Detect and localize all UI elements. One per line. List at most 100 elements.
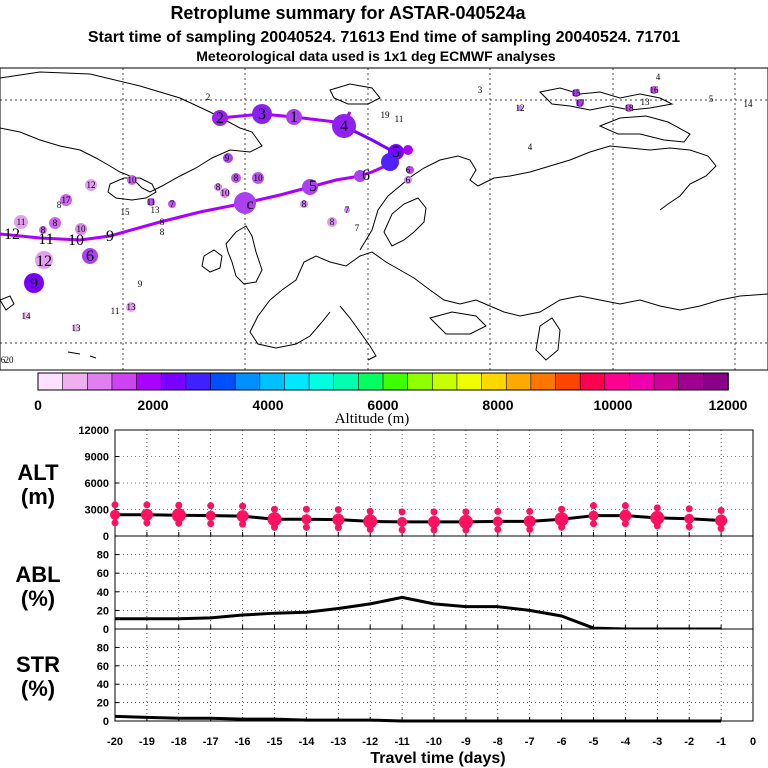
plume-day-label: 7 — [355, 223, 360, 233]
plume-track-label: c — [246, 196, 253, 213]
alt-point-lower — [143, 519, 151, 527]
plume-day-label: 20 — [5, 355, 15, 365]
map-frame — [0, 67, 768, 371]
plume-marker — [14, 215, 28, 229]
plume-day-label: 10 — [77, 224, 87, 234]
colorbar-segment — [703, 372, 729, 391]
alt-point-upper — [111, 501, 119, 509]
x-tick-label: 0 — [750, 736, 756, 748]
alt-point-lower — [207, 520, 215, 528]
colorbar-segment — [136, 372, 163, 391]
colorbar-segment — [234, 372, 261, 391]
plume-track-label: 5 — [309, 178, 317, 195]
plume-day-label: 13 — [72, 323, 82, 333]
colorbar-segment — [653, 372, 680, 391]
plume-day-label: 9 — [225, 153, 230, 163]
y-tick-label: 20 — [97, 698, 109, 710]
met-data-note: Meteorological data used is 1x1 deg ECMW… — [196, 48, 556, 64]
alt-point-lower — [558, 523, 566, 531]
y-tick-label: 40 — [97, 679, 109, 691]
plume-day-label: 7 — [170, 199, 175, 209]
colorbar-segment — [37, 372, 64, 391]
plume-marker — [85, 179, 97, 191]
alt-point-lower — [462, 526, 470, 534]
y-tick-label: 0 — [103, 716, 109, 728]
plume-track-label: 10 — [68, 232, 84, 249]
plume-marker — [231, 173, 241, 183]
x-tick-label: -9 — [461, 736, 471, 748]
colorbar-label: Altitude (m) — [335, 411, 410, 427]
x-tick-label: -14 — [298, 736, 315, 748]
x-axis-label: Travel time (days) — [370, 750, 505, 767]
plume-day-label: 8 — [234, 173, 239, 183]
x-tick-label: -10 — [426, 736, 442, 748]
alt-point-upper — [558, 505, 566, 513]
plume-day-label: 6 — [406, 165, 411, 175]
alt-point-lower — [685, 523, 693, 531]
plume-marker — [212, 110, 228, 126]
plume-marker — [576, 99, 584, 107]
colorbar-tick-label: 4000 — [252, 397, 283, 413]
alt-point — [267, 512, 282, 527]
plume-day-label: 8 — [53, 218, 58, 228]
alt-point-upper — [302, 505, 310, 513]
colorbar-segment — [160, 372, 187, 391]
colorbar-tick-label: 8000 — [482, 397, 513, 413]
plume-day-label: 2 — [206, 92, 211, 102]
x-tick-label: -17 — [203, 736, 219, 748]
alt-point-lower — [621, 520, 629, 528]
colorbar-segment — [358, 372, 384, 391]
plume-marker — [406, 166, 414, 174]
x-tick-label: -12 — [362, 736, 378, 748]
colorbar-segment — [481, 372, 508, 391]
alt-point — [428, 515, 440, 528]
plume-marker — [72, 324, 80, 332]
plume-track-2 — [0, 153, 398, 242]
alt-point — [684, 513, 695, 524]
alt-point — [171, 508, 186, 523]
plume-marker — [220, 188, 230, 198]
plume-day-label: 10 — [254, 173, 264, 183]
plume-marker — [332, 114, 356, 138]
plume-track-label: 9 — [30, 275, 38, 292]
altitude-colorbar: 0 2000 4000 6000 8000 10000 12000 — [34, 372, 748, 413]
plume-marker — [75, 223, 87, 235]
plume-track-label: 9 — [106, 228, 114, 245]
y-tick-label: 6000 — [85, 478, 109, 490]
colorbar-segment — [210, 372, 236, 391]
plume-marker — [147, 198, 155, 206]
alt-point-upper — [207, 502, 215, 510]
panel-ylabel: (%) — [21, 676, 55, 701]
plume-track-label: 6 — [86, 248, 94, 265]
x-tick-label: -1 — [716, 736, 726, 748]
colorbar-segment — [431, 372, 458, 391]
alt-point — [301, 514, 312, 525]
plume-marker — [286, 109, 302, 125]
plume-track-label: 4 — [340, 118, 348, 135]
alt-point-upper — [526, 507, 534, 515]
plume-day-label: 4 — [656, 72, 661, 82]
colorbar-segment — [678, 372, 705, 391]
alt-point — [492, 516, 503, 527]
y-tick-label: 80 — [97, 642, 109, 654]
plume-day-label: 11 — [111, 306, 120, 316]
colorbar-segment — [259, 372, 286, 391]
alt-point — [236, 510, 249, 523]
y-tick-label: 0 — [103, 531, 109, 543]
y-tick-label: 40 — [97, 587, 109, 599]
alt-point-upper — [462, 508, 470, 516]
y-tick-label: 60 — [97, 568, 109, 580]
alt-point — [397, 516, 408, 527]
plume-marker — [234, 192, 256, 214]
plume-marker — [126, 302, 136, 312]
title: Retroplume summary for ASTAR-040524a — [170, 3, 526, 23]
alt-point — [715, 514, 728, 527]
colorbar-segment — [62, 372, 89, 391]
plume-marker — [650, 86, 658, 94]
alt-point-upper — [334, 506, 342, 514]
plume-day-label: 15 — [121, 207, 131, 217]
alt-point-lower — [302, 523, 310, 531]
x-tick-label: -7 — [525, 736, 535, 748]
panel-ylabel: (m) — [21, 484, 55, 509]
x-tick-label: -11 — [394, 736, 409, 748]
